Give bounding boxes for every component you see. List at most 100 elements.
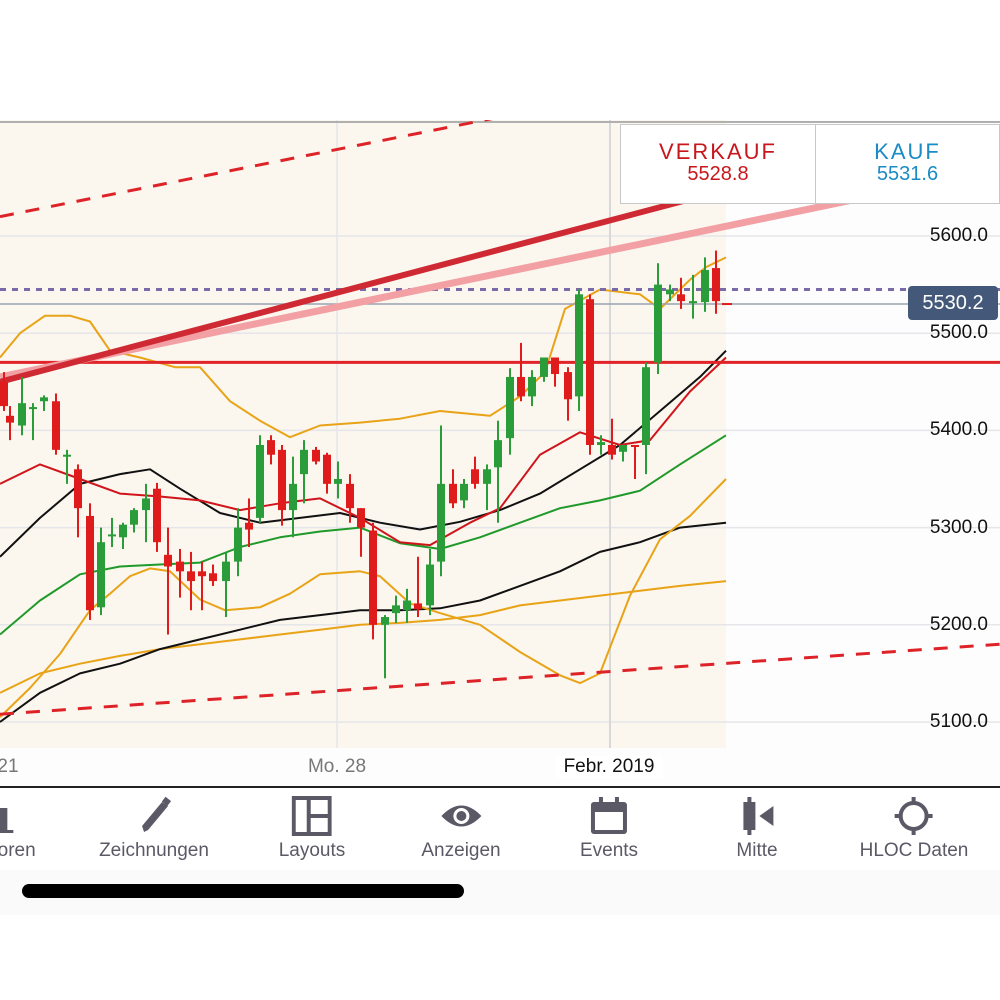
candle-down [198, 571, 206, 577]
candle-up [654, 284, 662, 363]
price-chart[interactable] [0, 120, 1000, 788]
x-axis-label: 21 [0, 756, 19, 777]
buy-price: 5531.6 [876, 163, 939, 185]
candle-up [392, 605, 400, 614]
trendline-dark [0, 169, 791, 385]
candle-up [29, 407, 37, 410]
candle-up [666, 289, 674, 295]
candle-down [586, 299, 594, 445]
toolbar-label: Anzeigen [421, 840, 501, 861]
candle-up [437, 483, 445, 562]
candle-down [517, 376, 525, 397]
candle-up [119, 524, 127, 538]
candle-down [357, 508, 365, 528]
y-axis-label: 5500.0 [929, 322, 988, 343]
candle-up [381, 617, 389, 625]
toolbar-hloc-data[interactable]: HLOC Daten [859, 794, 969, 862]
chart-history-shade [0, 120, 726, 748]
candle-down [245, 522, 253, 530]
candle-up [575, 294, 583, 397]
toolbar-drawings[interactable]: Zeichnungen [99, 794, 209, 862]
candle-down [551, 357, 559, 375]
calendar-icon [580, 794, 638, 838]
toolbar-layouts[interactable]: Layouts [278, 794, 346, 862]
bollinger-lower [0, 478, 727, 718]
candle-up [540, 357, 548, 377]
y-axis-label: 5200.0 [929, 614, 988, 635]
candle-up [528, 376, 536, 397]
candle-up [701, 270, 709, 303]
sell-button[interactable]: VERKAUF 5528.8 [620, 124, 816, 204]
buy-button[interactable]: KAUF 5531.6 [815, 124, 1000, 204]
candle-down [0, 381, 8, 407]
candle-down [677, 294, 685, 302]
candle-down [209, 573, 217, 582]
toolbar-label: HLOC Daten [859, 840, 969, 861]
layout-icon [279, 794, 346, 838]
candle-down [471, 469, 479, 484]
candle-up [63, 454, 71, 457]
candle-down [712, 268, 720, 302]
candle-up [97, 542, 105, 608]
candle-up [289, 483, 297, 511]
home-indicator[interactable] [22, 884, 464, 898]
sma-long-line [0, 521, 727, 723]
candle-up [689, 301, 697, 304]
candle-down [369, 530, 377, 625]
candle-up [483, 469, 491, 484]
candle-down [278, 449, 286, 511]
candle-up [506, 376, 514, 439]
candle-down [267, 440, 275, 455]
candle-up [597, 442, 605, 445]
candle-up [130, 510, 138, 525]
toolbar-label: Layouts [278, 840, 346, 861]
candle-down [6, 415, 14, 423]
candle-down [74, 469, 82, 509]
candle-up [619, 444, 627, 452]
candle-up [256, 444, 264, 518]
candle-down [346, 483, 354, 509]
toolbar-view[interactable]: Anzeigen [421, 794, 501, 862]
candle-up [234, 527, 242, 562]
axis-divider [0, 786, 1000, 788]
candle-up [18, 403, 26, 426]
candle-up [108, 534, 116, 537]
indicator-icon [0, 794, 36, 838]
center-icon [736, 794, 777, 838]
toolbar-label: Zeichnungen [99, 840, 209, 861]
candle-down [164, 554, 172, 567]
toolbar-label: Mitte [736, 840, 778, 861]
y-axis-label: 5600.0 [929, 225, 988, 246]
candle-up [40, 397, 48, 402]
toolbar-events[interactable]: Events [580, 794, 638, 862]
x-axis-label: Mo. 28 [307, 756, 367, 777]
candle-down [631, 444, 639, 447]
trendline-dashed-bottom [0, 642, 1000, 716]
candle-down [176, 561, 184, 572]
candle-down [52, 401, 60, 450]
candle-up [300, 449, 308, 475]
crosshair-icon [860, 794, 969, 838]
pencil-icon [99, 794, 209, 838]
candle-up [403, 600, 411, 611]
chart-area[interactable] [0, 120, 1000, 788]
candle-down [153, 488, 161, 543]
toolbar-label: Events [579, 840, 639, 861]
bottom-toolbar: toren Zeichnungen Layouts Anzeigen Event… [0, 788, 1000, 870]
candle-up [642, 367, 650, 445]
trendline-light [0, 174, 961, 381]
bollinger-upper [0, 256, 727, 439]
sma-orange-line [0, 580, 727, 694]
y-axis-label: 5100.0 [929, 711, 988, 732]
candle-down [187, 571, 195, 582]
candle-up [222, 561, 230, 582]
last-price-tag: 5530.2 [908, 286, 998, 320]
candle-down [323, 454, 331, 484]
x-axis-label-current: Febr. 2019 [555, 756, 663, 778]
toolbar-center[interactable]: Mitte [736, 794, 778, 862]
candle-down [312, 449, 320, 462]
toolbar-indicators[interactable]: toren [0, 794, 36, 862]
candle-down [449, 483, 457, 504]
sell-price: 5528.8 [687, 163, 749, 185]
candle-down [564, 372, 572, 400]
